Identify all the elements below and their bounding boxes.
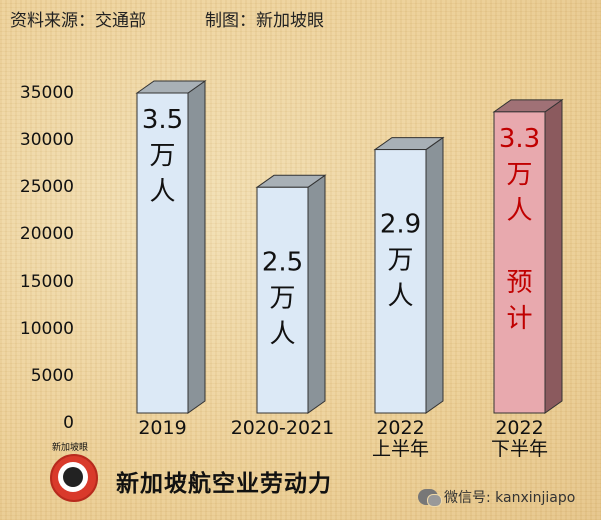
bar — [373, 136, 445, 414]
eye-icon — [63, 467, 83, 487]
y-tick-label: 25000 — [19, 177, 74, 198]
y-tick-label: 30000 — [19, 130, 74, 151]
wechat-label: 微信号: kanxinjiapo — [444, 490, 576, 506]
wechat-id: 微信号: kanxinjiapo — [418, 487, 575, 507]
bar-front — [374, 149, 427, 414]
bar-data-label: 3.5 — [142, 105, 183, 135]
bar — [255, 174, 327, 414]
chart-title: 新加坡航空业劳动力 — [116, 471, 332, 497]
bar-data-label: 万 — [149, 141, 175, 171]
bar-data-label: 2.5 — [262, 247, 303, 277]
bar-data-label: 万 — [387, 246, 413, 276]
logo: 新加坡眼 — [44, 440, 110, 506]
bar-data-label: 人 — [506, 196, 532, 226]
bar-side — [307, 174, 326, 414]
y-tick-label: 35000 — [19, 83, 74, 103]
bar-data-label: 人 — [387, 282, 413, 312]
chart-credit: 制图：新加坡眼 — [205, 11, 324, 31]
y-tick-label: 10000 — [19, 318, 74, 339]
y-tick-label: 20000 — [19, 224, 74, 245]
y-tick-label: 0 — [63, 413, 74, 433]
x-tick-label: 2019 — [138, 417, 187, 439]
y-tick-label: 15000 — [19, 271, 74, 292]
bar-front — [136, 92, 189, 414]
bar-front — [256, 186, 309, 414]
x-tick-label: 2022 下半年 — [490, 417, 548, 460]
y-tick-label: 5000 — [30, 365, 74, 386]
logo-text: 新加坡眼 — [52, 443, 89, 453]
bar-data-label: 万 — [269, 283, 295, 313]
bar-data-label: 预 — [506, 268, 532, 298]
x-tick-label: 2020-2021 — [230, 417, 335, 439]
bar-data-label: 人 — [149, 177, 175, 207]
bar-data-label: 2.9 — [380, 210, 421, 240]
bar — [492, 98, 564, 414]
bar — [135, 80, 207, 414]
wechat-icon — [418, 489, 442, 507]
bar-data-label: 计 — [506, 304, 532, 334]
bar-side — [425, 136, 444, 414]
bar-data-label: 万 — [506, 160, 532, 190]
data-source: 资料来源：交通部 — [10, 11, 146, 31]
x-tick-label: 2022 上半年 — [371, 417, 429, 460]
bar-front — [493, 111, 546, 414]
bar-data-label: 3.3 — [499, 124, 540, 154]
bar-side — [544, 98, 563, 414]
bar-side — [187, 80, 206, 414]
bar-data-label: 人 — [269, 319, 295, 349]
